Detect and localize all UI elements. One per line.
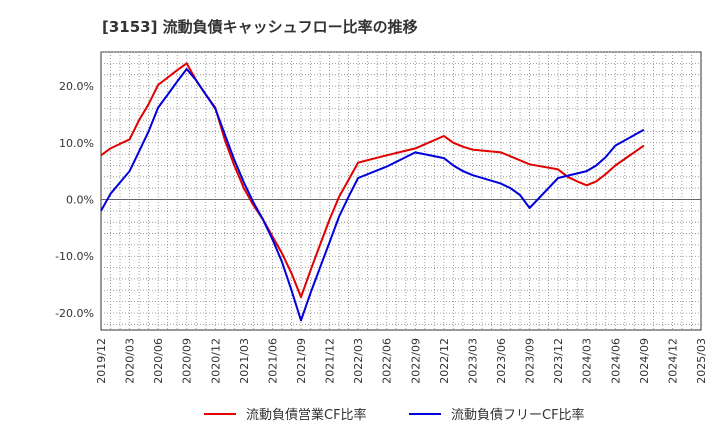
x-axis-ticks: 2019/12 2020/03 2020/06 2020/09 2020/12 2021/… bbox=[95, 338, 708, 384]
x-tick-label: 2024/06 bbox=[609, 338, 622, 384]
series-line-1 bbox=[100, 62, 645, 299]
series-lines bbox=[100, 62, 645, 322]
x-tick-label: 2021/09 bbox=[295, 338, 308, 384]
y-tick-label: -20.0% bbox=[55, 307, 94, 320]
legend: 流動負債営業CF比率 流動負債フリーCF比率 bbox=[204, 407, 585, 423]
x-tick-label: 2023/12 bbox=[552, 338, 565, 384]
x-tick-label: 2021/03 bbox=[238, 338, 251, 384]
x-tick-label: 2020/12 bbox=[209, 338, 222, 384]
x-tick-label: 2020/09 bbox=[181, 338, 194, 384]
plot-frame bbox=[100, 51, 702, 331]
x-tick-label: 2022/03 bbox=[352, 338, 365, 384]
series-line-2 bbox=[100, 68, 645, 322]
x-tick-label: 2023/09 bbox=[524, 338, 537, 384]
legend-label-2: 流動負債フリーCF比率 bbox=[451, 407, 585, 423]
x-tick-label: 2022/06 bbox=[381, 338, 394, 384]
x-tick-label: 2020/03 bbox=[124, 338, 137, 384]
chart-title: [3153] 流動負債キャッシュフロー比率の推移 bbox=[102, 18, 418, 36]
legend-label-1: 流動負債営業CF比率 bbox=[246, 407, 367, 423]
x-tick-label: 2019/12 bbox=[95, 338, 108, 384]
x-tick-label: 2022/09 bbox=[409, 338, 422, 384]
y-axis-ticks: -20.0% -10.0% 0.0% 10.0% 20.0% bbox=[55, 80, 94, 320]
x-tick-label: 2021/12 bbox=[324, 338, 337, 384]
y-tick-label: -10.0% bbox=[55, 250, 94, 263]
x-tick-label: 2023/03 bbox=[466, 338, 479, 384]
x-tick-label: 2024/03 bbox=[581, 338, 594, 384]
x-tick-label: 2025/03 bbox=[695, 338, 708, 384]
y-tick-label: 10.0% bbox=[59, 137, 94, 150]
x-tick-label: 2024/09 bbox=[638, 338, 651, 384]
y-tick-label: 0.0% bbox=[66, 194, 94, 207]
y-tick-label: 20.0% bbox=[59, 80, 94, 93]
x-tick-label: 2023/06 bbox=[495, 338, 508, 384]
x-tick-label: 2024/12 bbox=[666, 338, 679, 384]
x-tick-label: 2021/06 bbox=[266, 338, 279, 384]
x-tick-label: 2022/12 bbox=[438, 338, 451, 384]
x-tick-label: 2020/06 bbox=[152, 338, 165, 384]
grid bbox=[100, 51, 702, 331]
